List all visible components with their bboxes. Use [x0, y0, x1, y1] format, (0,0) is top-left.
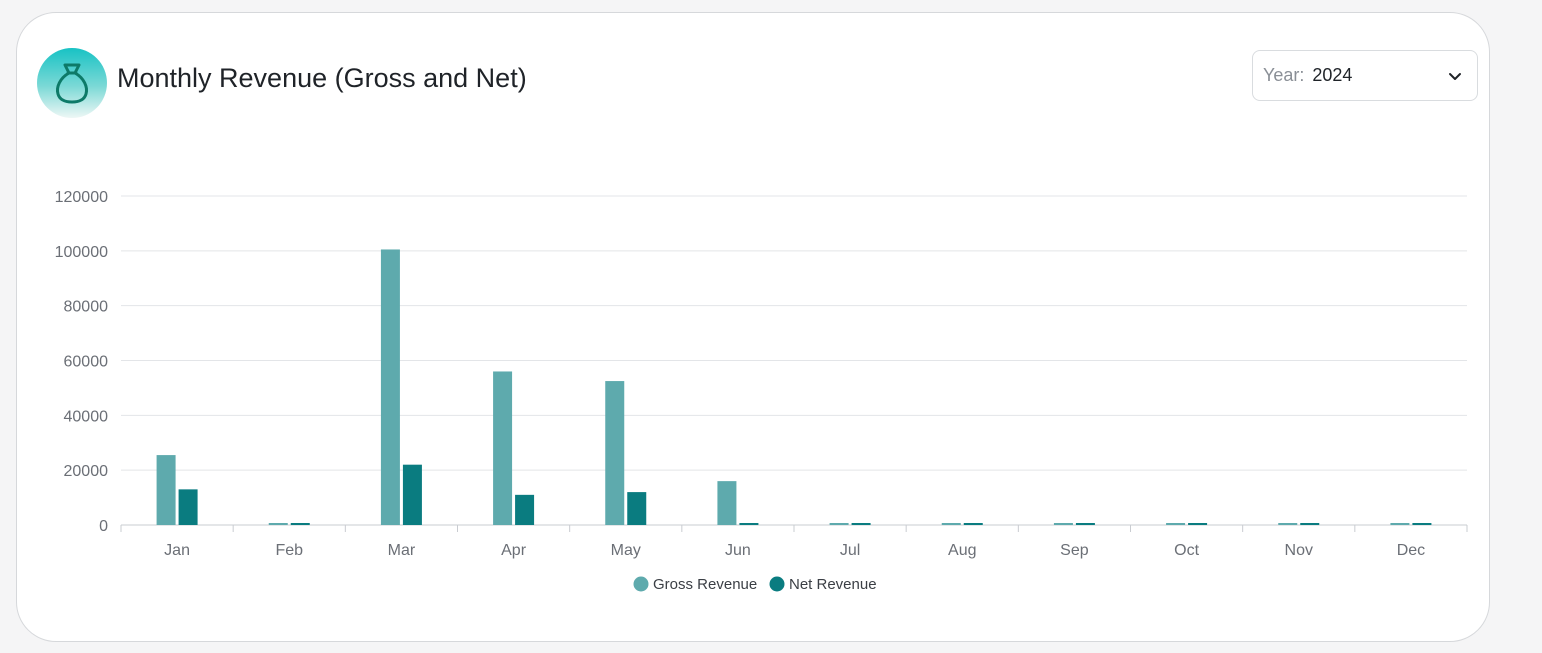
- chevron-down-icon: [1449, 73, 1461, 80]
- x-tick-label: Jul: [840, 542, 860, 559]
- legend-net-label: Net Revenue: [789, 576, 877, 593]
- x-tick-label: Oct: [1174, 542, 1199, 559]
- x-tick-label: Jan: [164, 542, 190, 559]
- y-tick-label: 100000: [55, 244, 108, 261]
- net-bar-apr: [515, 494, 535, 525]
- page-title: Monthly Revenue (Gross and Net): [117, 63, 527, 93]
- net-bar-may: [627, 492, 647, 525]
- x-tick-label: Aug: [948, 542, 976, 559]
- y-tick-label: 120000: [55, 189, 108, 206]
- y-tick-label: 20000: [64, 463, 109, 480]
- y-tick-label: 80000: [64, 299, 109, 316]
- gross-bar-mar: [380, 249, 400, 525]
- legend-net-swatch: [769, 576, 785, 592]
- legend-gross-swatch: [633, 576, 649, 592]
- year-select-value: 2024: [1312, 65, 1353, 85]
- x-tick-label: Nov: [1285, 542, 1313, 559]
- year-select-label: Year:: [1263, 65, 1305, 85]
- gross-bar-aug: [941, 523, 961, 525]
- gross-bar-oct: [1166, 523, 1186, 525]
- net-bar-jun: [739, 523, 759, 525]
- gross-bar-jan: [156, 455, 176, 525]
- money-bag-icon: [37, 48, 107, 118]
- net-bar-oct: [1188, 523, 1208, 525]
- gross-bar-jul: [829, 523, 849, 525]
- net-bar-dec: [1412, 523, 1432, 525]
- net-bar-mar: [402, 464, 422, 525]
- x-tick-label: Feb: [275, 542, 303, 559]
- y-tick-label: 60000: [64, 354, 109, 371]
- x-tick-label: Dec: [1397, 542, 1425, 559]
- y-tick-label: 0: [99, 518, 108, 535]
- net-bar-jan: [178, 489, 198, 525]
- gross-bar-dec: [1390, 523, 1410, 525]
- revenue-card: Monthly Revenue (Gross and Net) Year: 20…: [16, 12, 1490, 642]
- gross-bar-feb: [268, 523, 288, 525]
- gross-bar-may: [605, 381, 625, 525]
- gross-bar-jun: [717, 481, 737, 525]
- y-tick-label: 40000: [64, 408, 109, 425]
- x-tick-label: May: [611, 542, 641, 559]
- x-tick-label: Jun: [725, 542, 751, 559]
- year-select[interactable]: Year: 2024: [1252, 50, 1478, 101]
- x-tick-label: Mar: [388, 542, 416, 559]
- gross-bar-sep: [1053, 523, 1073, 525]
- net-bar-feb: [290, 523, 310, 525]
- legend-gross-label: Gross Revenue: [653, 576, 757, 593]
- gross-bar-apr: [493, 371, 513, 525]
- x-tick-label: Sep: [1060, 542, 1089, 559]
- revenue-bar-chart: 0 20000 40000 60000 80000 100000 120000 Jan Feb M…: [55, 189, 1468, 593]
- gross-bar-nov: [1278, 523, 1298, 525]
- net-bar-nov: [1300, 523, 1320, 525]
- x-tick-label: Apr: [501, 542, 527, 559]
- net-bar-jul: [851, 523, 871, 525]
- net-bar-sep: [1075, 523, 1095, 525]
- net-bar-aug: [963, 523, 983, 525]
